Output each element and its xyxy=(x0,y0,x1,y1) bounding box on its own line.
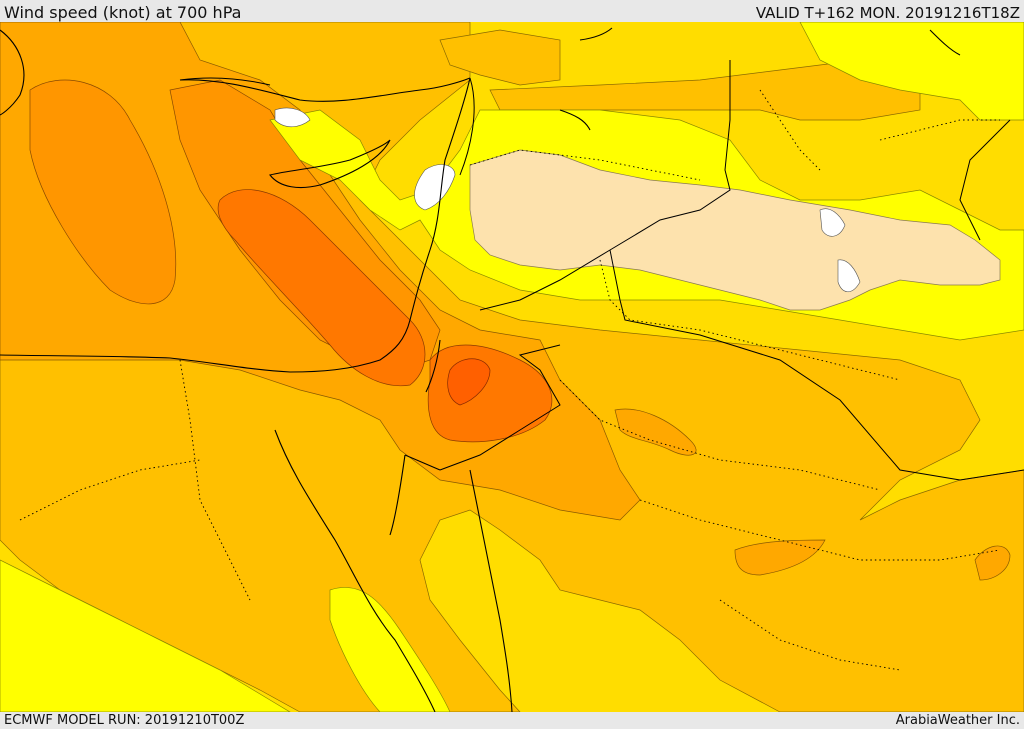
contour-east-yellow xyxy=(799,22,1024,121)
weather-map xyxy=(0,22,1024,712)
contour-north-amber xyxy=(439,29,561,86)
borders xyxy=(19,89,1001,671)
contour-arabia-patch-3 xyxy=(974,545,1011,581)
header-bar: Wind speed (knot) at 700 hPa VALID T+162… xyxy=(0,0,1024,22)
contour-orange-deep-band xyxy=(217,189,426,387)
valid-time: VALID T+162 MON. 20191216T18Z xyxy=(755,4,1020,22)
contour-levant-peak xyxy=(447,358,491,406)
contour-arabia-patch-2 xyxy=(734,539,826,576)
calm-spot-3 xyxy=(819,208,846,237)
map-title: Wind speed (knot) at 700 hPa xyxy=(4,3,242,22)
contour-arabia-patch-1 xyxy=(614,408,697,456)
solid-borders xyxy=(179,60,1024,481)
calm-spot-4 xyxy=(837,259,861,293)
contour-orange-west-oval xyxy=(29,79,177,305)
calm-spot-2 xyxy=(274,107,311,128)
credit-text: ArabiaWeather Inc. xyxy=(895,713,1020,728)
contour-redsea-yellow xyxy=(329,587,451,712)
calm-spot-1 xyxy=(414,164,456,211)
contour-tan-region xyxy=(469,149,1001,311)
coastlines xyxy=(0,27,961,712)
wind-speed-map-svg xyxy=(0,22,1024,712)
footer-bar: ECMWF MODEL RUN: 20191210T00Z ArabiaWeat… xyxy=(0,712,1024,729)
model-run: ECMWF MODEL RUN: 20191210T00Z xyxy=(4,713,245,728)
contour-south-yellow xyxy=(0,559,291,712)
